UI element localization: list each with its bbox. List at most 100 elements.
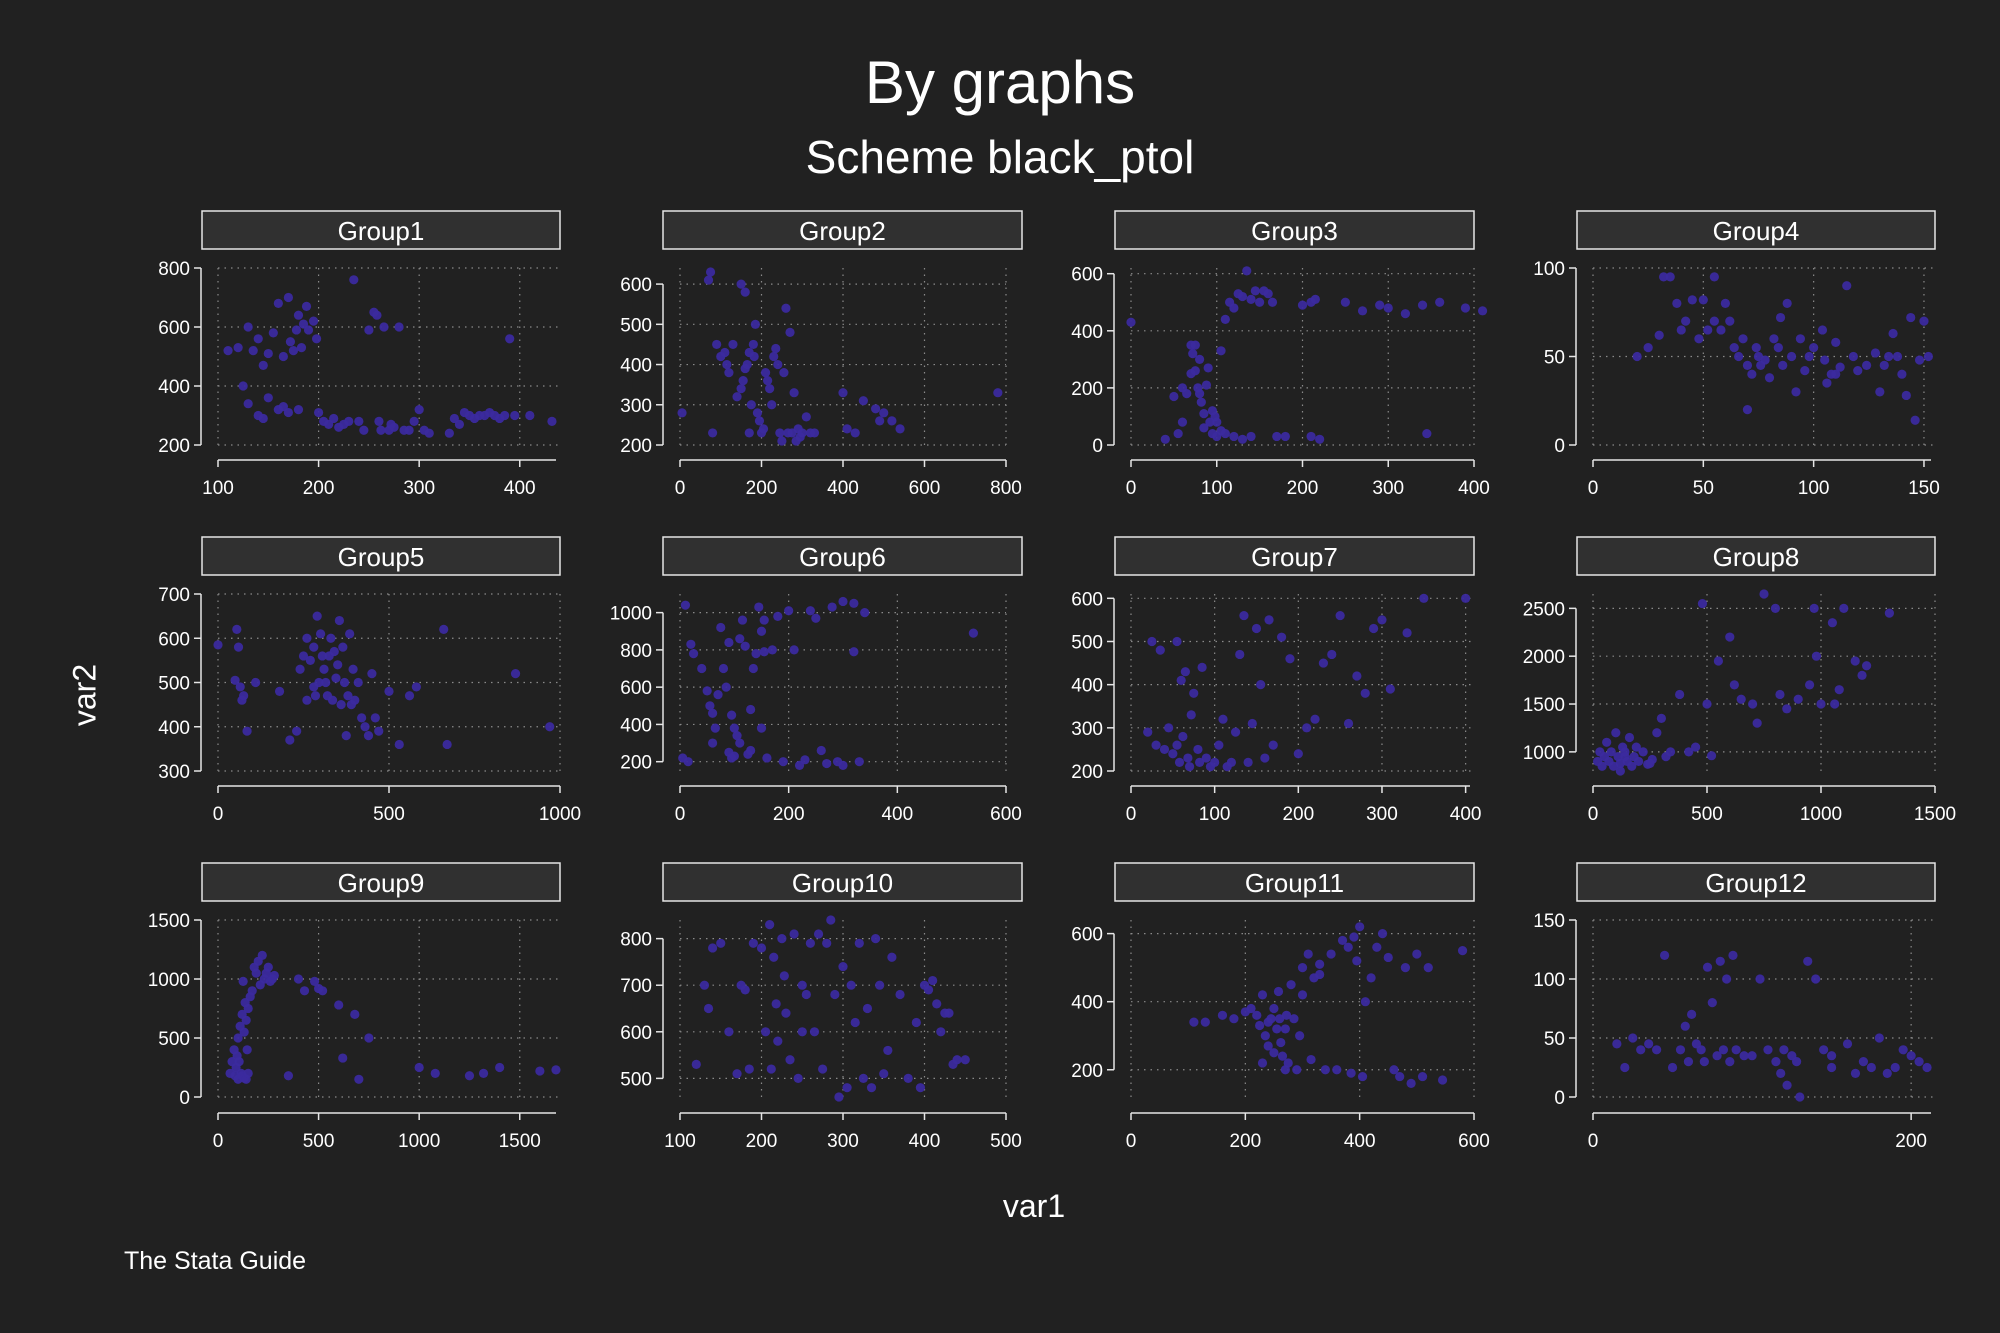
y-tick-label: 800: [620, 930, 652, 951]
data-point: [414, 1062, 424, 1073]
data-point: [1423, 963, 1433, 973]
data-point: [1615, 766, 1625, 776]
x-tick-label: 100: [1798, 478, 1830, 499]
data-point: [1729, 680, 1739, 690]
data-point: [746, 704, 756, 715]
data-point: [302, 695, 312, 705]
x-tick-label: 500: [373, 804, 405, 825]
data-point: [235, 682, 245, 692]
data-point: [374, 726, 384, 736]
data-point: [1389, 1065, 1399, 1075]
data-point: [223, 346, 233, 356]
data-point: [1773, 343, 1783, 353]
strip-label: Group3: [1251, 216, 1338, 246]
data-point: [1246, 431, 1256, 442]
data-point: [1200, 1017, 1210, 1027]
data-point: [243, 399, 253, 409]
data-point: [1848, 351, 1858, 362]
y-tick-label: 800: [158, 259, 190, 280]
data-point: [805, 938, 816, 948]
data-point: [321, 677, 331, 688]
data-point: [1725, 632, 1735, 642]
data-point: [257, 950, 267, 961]
data-point: [1736, 694, 1746, 704]
data-point: [1667, 1062, 1678, 1073]
data-point: [263, 393, 273, 403]
data-point: [343, 691, 353, 701]
y-tick-label: 50: [1544, 348, 1565, 369]
data-point: [777, 436, 787, 446]
data-point: [248, 346, 258, 356]
data-point: [729, 723, 739, 733]
data-point: [781, 1008, 791, 1018]
data-point: [1203, 363, 1213, 373]
data-point: [1620, 752, 1630, 762]
data-point: [1738, 334, 1748, 344]
data-point: [239, 1027, 249, 1037]
data-point: [729, 751, 739, 761]
data-point: [1461, 593, 1471, 603]
data-point: [334, 615, 345, 626]
data-point: [213, 640, 223, 650]
data-point: [1817, 325, 1828, 335]
data-point: [708, 708, 718, 718]
x-tick-label: 1000: [398, 1131, 440, 1152]
data-point: [1656, 713, 1666, 723]
data-point: [1340, 297, 1350, 307]
data-point: [424, 428, 434, 438]
data-point: [1882, 1068, 1892, 1078]
data-point: [464, 1071, 475, 1081]
data-point: [785, 1055, 795, 1065]
data-point: [376, 425, 386, 435]
data-point: [1201, 380, 1212, 390]
data-point: [334, 1000, 344, 1010]
data-point: [354, 416, 364, 426]
data-point: [911, 1017, 921, 1028]
data-point: [1260, 753, 1270, 763]
x-tick-label: 0: [213, 1131, 224, 1152]
data-point: [1694, 334, 1704, 344]
data-point: [439, 624, 449, 635]
data-point: [285, 337, 296, 347]
data-point: [1742, 360, 1753, 370]
data-point: [1747, 1051, 1757, 1061]
data-point: [353, 677, 363, 688]
data-point: [1186, 710, 1196, 720]
data-point: [1297, 963, 1308, 973]
data-point: [1251, 623, 1262, 634]
data-point: [1195, 389, 1205, 399]
strip-box: [201, 536, 561, 576]
data-point: [357, 713, 367, 723]
y-tick-label: 200: [1071, 1061, 1103, 1082]
data-point: [1164, 723, 1174, 733]
data-point: [785, 327, 795, 337]
data-point: [1659, 272, 1669, 282]
data-point: [838, 760, 848, 771]
data-point: [766, 1064, 776, 1074]
data-point: [1857, 670, 1867, 680]
y-tick-label: 200: [620, 753, 652, 774]
data-point: [968, 628, 979, 638]
x-tick-label: 300: [403, 478, 435, 499]
data-point: [1725, 316, 1735, 326]
y-tick-label: 1500: [1523, 695, 1565, 716]
data-point: [1631, 742, 1641, 752]
data-point: [291, 325, 302, 335]
data-point: [444, 428, 454, 438]
data-point: [1597, 761, 1607, 771]
data-point: [1697, 598, 1708, 609]
data-point: [784, 606, 794, 616]
y-tick-label: 600: [1071, 589, 1103, 610]
data-point: [775, 428, 785, 438]
data-point: [230, 675, 240, 685]
data-point: [895, 989, 905, 1000]
data-point: [327, 695, 338, 705]
strip-label: Group10: [792, 868, 893, 898]
data-point: [875, 416, 885, 426]
data-point: [702, 686, 712, 696]
data-point: [1460, 303, 1471, 313]
data-point: [1201, 753, 1211, 763]
x-tick-label: 0: [1126, 1131, 1137, 1152]
data-point: [1862, 661, 1872, 671]
data-point: [1250, 286, 1260, 296]
